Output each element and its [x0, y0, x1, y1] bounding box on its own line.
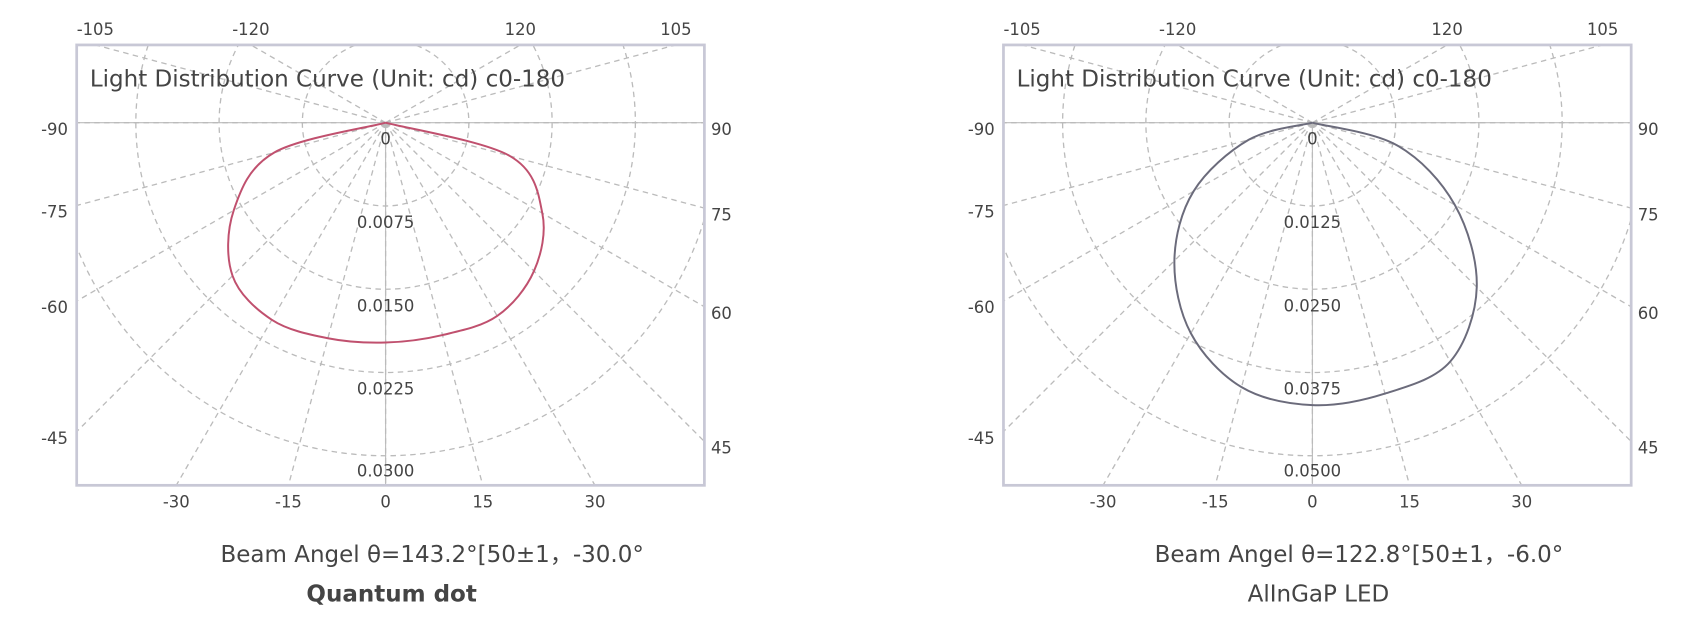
caption: Quantum dot: [306, 581, 476, 607]
beam-angle: Beam Angel θ=122.8°[50±1，-6.0°: [1155, 542, 1564, 568]
r-tick-label: 0: [380, 130, 390, 149]
grid-spoke: [1177, 44, 1313, 124]
angle-tick-label: -30: [163, 492, 190, 511]
grid-ring: [1145, 44, 1480, 290]
grid-spoke: [384, 122, 484, 486]
grid-spoke: [1102, 122, 1313, 486]
grid-spoke: [385, 122, 596, 486]
grid: [76, 44, 705, 486]
grid-spoke: [1021, 44, 1313, 124]
angle-tick-label: -60: [41, 298, 68, 317]
angle-tick-label: 0: [380, 492, 390, 511]
grid-spoke: [95, 44, 386, 124]
angle-tick-label: 60: [711, 304, 732, 323]
grid-spoke: [1312, 122, 1632, 308]
caption: AlInGaP LED: [1248, 581, 1390, 607]
angle-tick-label: 0: [1307, 492, 1317, 511]
angle-tick-label: 15: [472, 492, 493, 511]
angle-tick-label: -90: [968, 120, 995, 139]
grid-spoke: [175, 122, 387, 486]
angle-tick-label: -75: [968, 203, 995, 222]
grid-spoke: [1214, 122, 1314, 486]
grid-spoke: [1312, 44, 1448, 124]
angle-tick-label: -105: [77, 20, 114, 39]
angle-tick-label: -30: [1090, 492, 1117, 511]
grid-spoke: [287, 122, 387, 486]
r-tick-label: 0.0300: [357, 462, 414, 481]
r-tick-label: 0.0375: [1284, 380, 1341, 399]
chart-title: Light Distribution Curve (Unit: cd) c0-1…: [1017, 66, 1492, 92]
grid-spoke: [1311, 122, 1523, 486]
grid-spoke: [250, 44, 386, 124]
angle-tick-label: -15: [1202, 492, 1229, 511]
grid-spoke: [385, 122, 705, 442]
r-tick-label: 0.0225: [357, 380, 414, 399]
r-tick-label: 0.0500: [1284, 462, 1341, 481]
grid-spoke: [385, 44, 677, 124]
plot-frame: [1002, 43, 1633, 487]
r-tick-label: 0.0150: [357, 296, 414, 315]
angle-tick-label: 75: [711, 205, 732, 224]
chart-title: Light Distribution Curve (Unit: cd) c0-1…: [90, 66, 565, 92]
grid-spoke: [385, 122, 705, 308]
grid-ring: [76, 216, 705, 457]
angle-tick-label: 120: [1431, 20, 1462, 39]
grid-spoke: [1311, 122, 1411, 486]
angle-tick-label: -90: [41, 120, 68, 139]
distribution-curve: [1173, 121, 1478, 407]
grid-spoke: [1003, 122, 1313, 433]
angle-tick-label: -60: [968, 298, 995, 317]
grid-ring: [218, 44, 553, 290]
grid-spoke: [385, 44, 521, 124]
angle-tick-label: 105: [660, 20, 691, 39]
grid-spoke: [76, 122, 387, 433]
angle-tick-label: 60: [1638, 304, 1659, 323]
distribution-curve: [227, 121, 545, 344]
grid-spoke: [1003, 122, 1313, 302]
grid-spoke: [76, 122, 386, 302]
angle-tick-label: 45: [1638, 439, 1659, 458]
angle-tick-label: -45: [968, 429, 995, 448]
angle-tick-label: 105: [1587, 20, 1618, 39]
angle-tick-label: -45: [41, 429, 68, 448]
grid-spoke: [1312, 44, 1603, 124]
grid: [1003, 44, 1632, 486]
angle-tick-label: 120: [505, 20, 536, 39]
beam-angle: Beam Angel θ=143.2°[50±1，-30.0°: [220, 542, 643, 568]
polar-chart: 0 0.0075 0.0150 0.0225 0.0300 -90 -75 -60 -45 -30…: [41, 20, 732, 607]
grid-spoke: [385, 122, 705, 209]
r-tick-label: 0.0125: [1284, 213, 1341, 232]
angle-tick-label: -15: [275, 492, 302, 511]
r-tick-label: 0: [1307, 130, 1317, 149]
grid-spoke: [1312, 122, 1632, 209]
plot-frame: [75, 43, 706, 487]
angle-tick-label: 90: [711, 120, 732, 139]
angle-tick-label: 90: [1638, 120, 1659, 139]
angle-tick-label: -75: [41, 203, 68, 222]
angle-tick-label: -120: [232, 20, 269, 39]
angle-tick-label: 30: [1511, 492, 1532, 511]
angle-tick-label: -105: [1003, 20, 1040, 39]
r-tick-label: 0.0075: [357, 213, 414, 232]
angle-tick-label: 45: [711, 439, 732, 458]
polar-chart: 0 0.0125 0.0250 0.0375 0.0500 -90 -75 -60 -45 -30…: [968, 20, 1659, 607]
grid-ring: [1003, 216, 1632, 457]
grid-spoke: [1311, 122, 1632, 442]
grid-spoke: [1003, 122, 1313, 207]
angle-tick-label: 75: [1638, 205, 1659, 224]
grid-spoke: [76, 122, 386, 207]
angle-tick-label: 30: [585, 492, 606, 511]
r-tick-label: 0.0250: [1284, 296, 1341, 315]
angle-tick-label: -120: [1159, 20, 1196, 39]
angle-tick-label: 15: [1399, 492, 1420, 511]
